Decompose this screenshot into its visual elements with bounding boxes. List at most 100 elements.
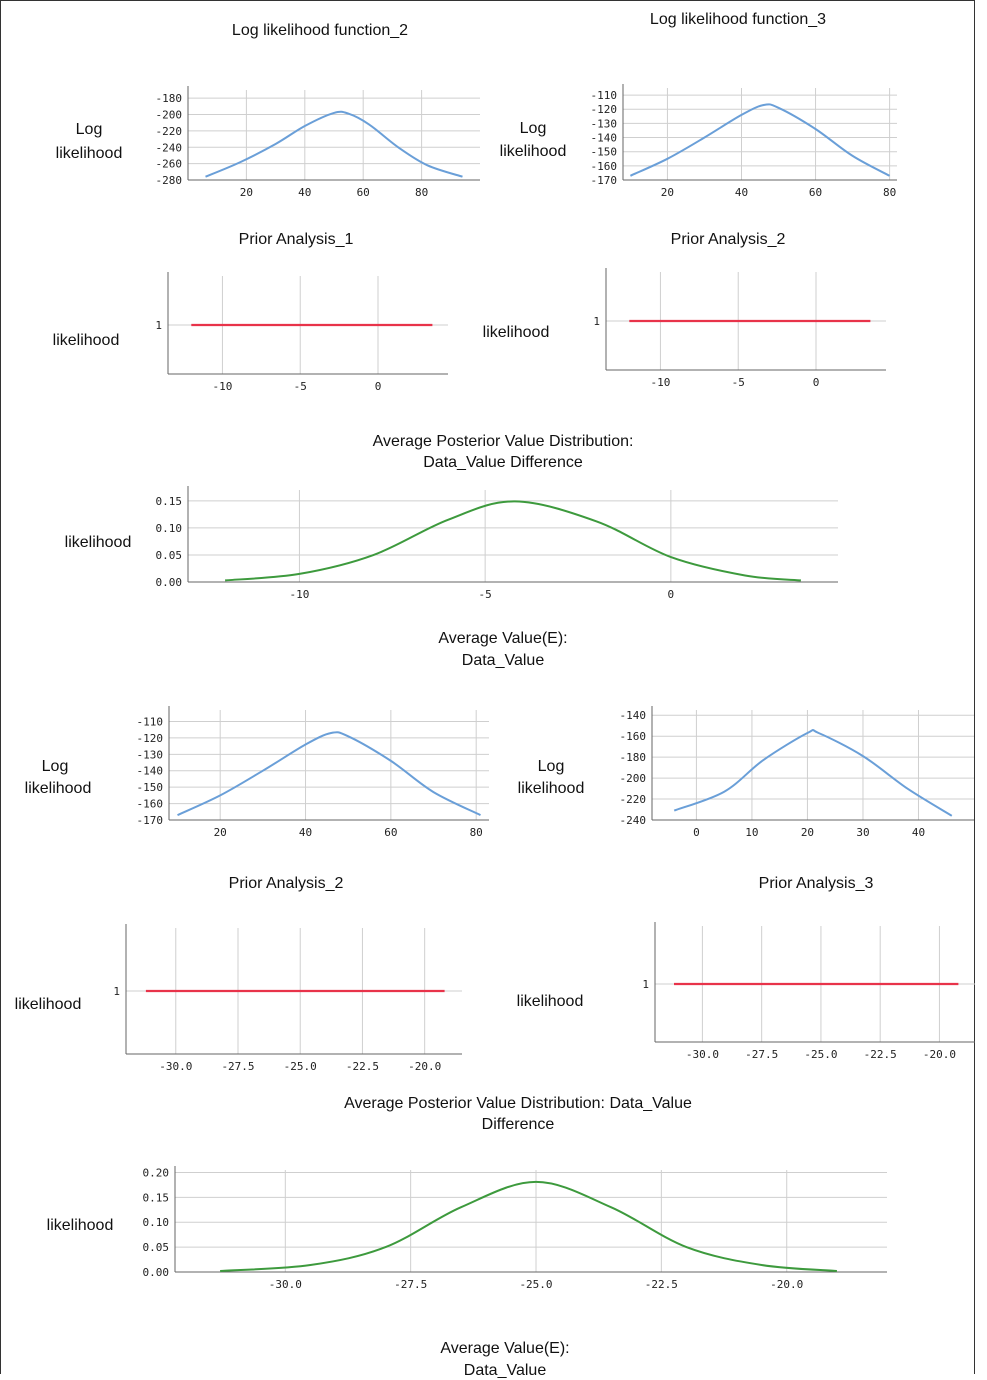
- x-tick-label: -5: [479, 588, 492, 601]
- y-tick-label: -170: [591, 174, 618, 187]
- y-tick-label: 0.20: [143, 1166, 170, 1179]
- chart-posterior-1: -10 -5 0 0.00 0.05 0.10 0.15: [156, 486, 838, 601]
- x-tick-label: 60: [357, 186, 370, 199]
- x-tick-label: 80: [415, 186, 428, 199]
- ylabel-c3: likelihood: [52, 332, 120, 349]
- title-average-2-line1: Average Value(E):: [440, 1340, 570, 1357]
- chart-prior-2a: -10 -5 0 1: [593, 268, 886, 389]
- x-tick-label: 20: [240, 186, 253, 199]
- x-tick-label: 30: [856, 826, 869, 839]
- x-tick-label: 80: [883, 186, 896, 199]
- y-tick-label: -120: [137, 732, 164, 745]
- x-tick-label: 0: [693, 826, 700, 839]
- chart-average-value-1: 20 40 60 80 -170 -160 -150 -140 -130 -120 -110: [137, 706, 489, 839]
- title-average-2-line2: Data_Value: [463, 1362, 547, 1379]
- title-average-1-line2: Data_Value: [461, 652, 545, 669]
- y-tick-label: 0.15: [143, 1191, 170, 1204]
- x-tick-label: -20.0: [923, 1048, 956, 1061]
- x-tick-label: -25.0: [519, 1278, 552, 1291]
- y-tick-label: -120: [591, 103, 618, 116]
- y-tick-label: -150: [591, 146, 618, 159]
- x-tick-label: -25.0: [804, 1048, 837, 1061]
- x-tick-label: 20: [661, 186, 674, 199]
- ylabel-c1-log: Log: [75, 121, 103, 138]
- y-tick-label: -160: [620, 730, 647, 743]
- y-tick-label: -150: [137, 781, 164, 794]
- y-tick-label: 1: [155, 319, 162, 332]
- x-tick-label: 60: [384, 826, 397, 839]
- ylabel-c4: likelihood: [482, 324, 550, 341]
- title-prior-3: Prior Analysis_3: [758, 875, 874, 892]
- y-tick-label: -180: [620, 751, 647, 764]
- y-tick-label: 1: [113, 985, 120, 998]
- x-tick-label: -20.0: [408, 1060, 441, 1073]
- title-log-likelihood-3: Log likelihood function_3: [649, 11, 827, 28]
- y-tick-label: 0.05: [156, 549, 183, 562]
- y-tick-label: 1: [642, 978, 649, 991]
- chart-log-likelihood-3: 20 40 60 80 -170-160-150-140 -130-120-110: [591, 84, 897, 199]
- x-tick-label: -30.0: [159, 1060, 192, 1073]
- ylabel-c10: likelihood: [46, 1217, 114, 1234]
- title-posterior-2-line1: Average Posterior Value Distribution: Da…: [344, 1095, 692, 1112]
- x-tick-label: 40: [735, 186, 748, 199]
- y-tick-label: -130: [591, 117, 618, 130]
- ylabel-c2-likelihood: likelihood: [499, 143, 567, 160]
- x-tick-label: -27.5: [394, 1278, 427, 1291]
- y-tick-label: -220: [156, 125, 183, 138]
- ylabel-c6-likelihood: likelihood: [24, 780, 92, 797]
- series-line: [205, 110, 463, 178]
- y-tick-label: -160: [591, 160, 618, 173]
- x-tick-label: -10: [651, 376, 671, 389]
- y-tick-label: -260: [156, 158, 183, 171]
- x-tick-label: -30.0: [269, 1278, 302, 1291]
- chart-log-likelihood-c7: 0 10 20 30 40 -240 -220 -200 -180 -160 -140: [620, 706, 974, 839]
- x-tick-label: -5: [732, 376, 745, 389]
- y-tick-label: 0.00: [143, 1266, 170, 1279]
- series-line: [629, 103, 891, 177]
- x-tick-label: -22.5: [346, 1060, 379, 1073]
- y-tick-label: -130: [137, 748, 164, 761]
- x-tick-label: -27.5: [221, 1060, 254, 1073]
- title-prior-1: Prior Analysis_1: [238, 231, 354, 248]
- series-line: [220, 1180, 837, 1272]
- ylabel-c7-log: Log: [537, 758, 565, 775]
- chart-prior-1: -10 -5 0 1: [155, 272, 448, 393]
- x-tick-label: 60: [809, 186, 822, 199]
- ylabel-c6-log: Log: [41, 758, 69, 775]
- title-posterior-2-line2: Difference: [481, 1116, 555, 1133]
- y-tick-label: -240: [620, 814, 647, 827]
- x-tick-label: -27.5: [745, 1048, 778, 1061]
- x-tick-label: 80: [470, 826, 483, 839]
- x-tick-label: -20.0: [770, 1278, 803, 1291]
- chart-prior-2b: -30.0 -27.5 -25.0 -22.5 -20.0 1: [113, 924, 462, 1073]
- series-line: [225, 500, 801, 582]
- y-tick-label: -140: [137, 765, 164, 778]
- ylabel-c8: likelihood: [14, 996, 82, 1013]
- ylabel-c5: likelihood: [64, 534, 132, 551]
- y-tick-label: -240: [156, 141, 183, 154]
- x-tick-label: 0: [813, 376, 820, 389]
- chart-posterior-2: -30.0 -27.5 -25.0 -22.5 -20.0 0.00 0.05 0.10 0.1…: [143, 1166, 887, 1291]
- x-tick-label: 10: [745, 826, 758, 839]
- x-tick-label: 40: [912, 826, 925, 839]
- title-posterior-1-line1: Average Posterior Value Distribution:: [372, 433, 634, 450]
- x-tick-label: -10: [213, 380, 233, 393]
- x-tick-label: -22.5: [864, 1048, 897, 1061]
- x-tick-label: 40: [299, 826, 312, 839]
- title-posterior-1-line2: Data_Value Difference: [423, 454, 583, 471]
- series-line: [673, 728, 953, 817]
- x-tick-label: -5: [294, 380, 307, 393]
- x-tick-label: -25.0: [284, 1060, 317, 1073]
- y-tick-label: -200: [620, 772, 647, 785]
- y-tick-label: 0.00: [156, 576, 183, 589]
- ylabel-c9: likelihood: [516, 993, 584, 1010]
- y-tick-label: -220: [620, 793, 647, 806]
- x-tick-label: 40: [298, 186, 311, 199]
- y-tick-label: -140: [620, 709, 647, 722]
- x-tick-label: -10: [289, 588, 309, 601]
- y-tick-label: -180: [156, 92, 183, 105]
- title-average-1-line1: Average Value(E):: [438, 630, 568, 647]
- y-tick-label: -160: [137, 798, 164, 811]
